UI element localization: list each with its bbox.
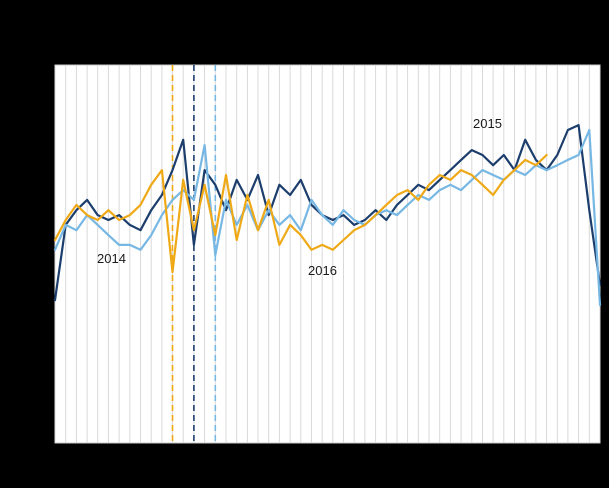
series-label-2015: 2015 [473,116,502,131]
series-label-2014: 2014 [97,251,126,266]
series-label-2016: 2016 [308,263,337,278]
reference-lines [171,65,217,443]
series-line-2015 [53,124,602,302]
plot-area [54,64,601,444]
series-line-2016 [53,153,548,274]
series-lines [53,124,602,307]
